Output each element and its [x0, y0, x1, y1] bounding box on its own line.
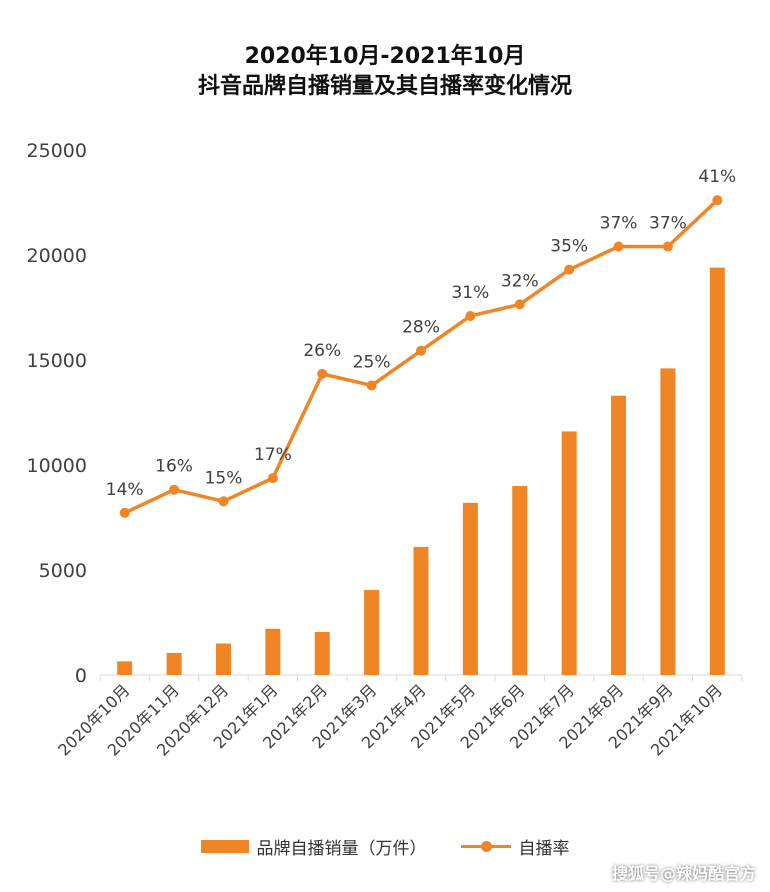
watermark: 搜狐号@辣妈酷官方: [611, 864, 756, 883]
rate-data-label: 16%: [155, 457, 193, 477]
legend-line-swatch: [460, 840, 511, 853]
rate-data-label: 32%: [501, 271, 539, 291]
bar: [314, 631, 330, 675]
bar: [561, 431, 577, 675]
bar: [265, 628, 281, 675]
chart-title: 2020年10月-2021年10月 抖音品牌自播销量及其自播率变化情况: [0, 42, 770, 102]
rate-point: [416, 345, 426, 356]
bar: [166, 652, 182, 675]
rate-line: [123, 198, 719, 515]
rate-data-label: 17%: [254, 445, 292, 465]
chart-title-line2: 抖音品牌自播销量及其自播率变化情况: [197, 74, 572, 99]
legend-bar-swatch: [200, 840, 249, 853]
chart-title-line1: 2020年10月-2021年10月: [244, 44, 526, 69]
bar: [462, 502, 478, 675]
rate-data-label: 28%: [402, 318, 440, 338]
rate-data-label: 14%: [106, 480, 144, 500]
rate-point: [366, 380, 377, 391]
legend-item-rate: 自播率: [460, 834, 570, 859]
rate-point: [218, 496, 229, 507]
legend-label-sales: 品牌自播销量（万件）: [256, 839, 427, 859]
bar: [611, 395, 627, 675]
bar: [215, 643, 231, 675]
rate-data-label: 35%: [550, 237, 588, 257]
rate-data-label: 25%: [353, 352, 391, 372]
y-tick-label: 10000: [27, 455, 87, 477]
rate-point: [169, 484, 180, 495]
y-tick-label: 5000: [39, 560, 87, 582]
rate-data-label: 41%: [698, 167, 736, 187]
rate-data-label: 31%: [451, 283, 489, 303]
rate-point: [267, 473, 278, 484]
rate-point: [564, 264, 575, 275]
rate-data-label: 37%: [649, 213, 687, 233]
rate-point: [613, 241, 624, 252]
rate-point: [317, 368, 328, 379]
y-tick-label: 0: [75, 665, 87, 687]
rate-point: [465, 310, 476, 321]
bar: [660, 368, 676, 675]
bar: [117, 661, 133, 675]
rate-data-label: 26%: [303, 341, 341, 361]
y-tick-label: 20000: [27, 245, 87, 267]
legend-label-rate: 自播率: [518, 839, 570, 859]
y-tick-label: 25000: [27, 140, 87, 162]
rate-data-label: 15%: [205, 468, 243, 488]
bar: [512, 486, 528, 675]
rate-data-label: 37%: [600, 213, 638, 233]
y-tick-label: 15000: [27, 350, 87, 372]
rate-point: [662, 241, 673, 252]
rate-point: [514, 299, 525, 310]
legend-item-sales: 品牌自播销量（万件）: [200, 834, 427, 859]
bar: [364, 589, 380, 675]
bar: [413, 546, 429, 675]
bar: [709, 267, 725, 675]
rate-point: [119, 507, 130, 518]
legend: 品牌自播销量（万件） 自播率: [0, 834, 770, 859]
rate-point: [712, 195, 723, 206]
